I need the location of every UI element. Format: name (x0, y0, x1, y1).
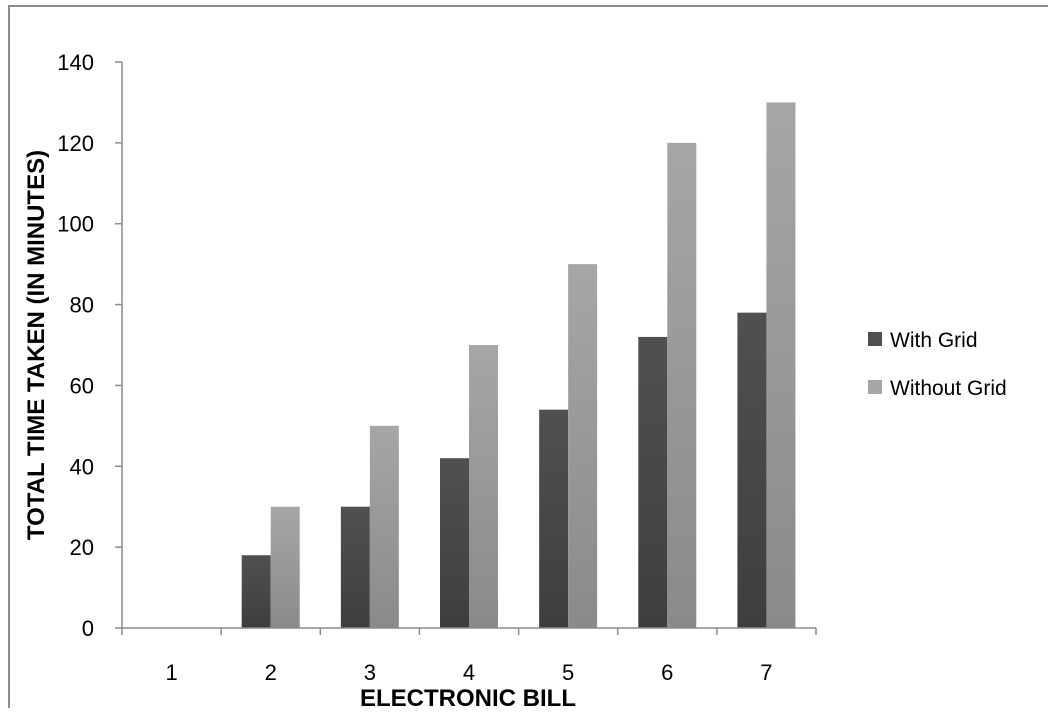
x-axis-title: ELECTRONIC BILL (360, 685, 576, 712)
x-tick-label: 3 (364, 660, 376, 685)
bar-without-grid (469, 345, 498, 628)
bar-without-grid (270, 506, 300, 628)
y-axis-ticks: 0 20 40 60 80 100 120 140 (57, 50, 122, 641)
x-tick-label: 7 (760, 660, 772, 685)
x-tick-label: 6 (661, 660, 673, 685)
x-axis-ticks: 1 2 3 4 5 6 7 (121, 628, 817, 685)
x-tick-label: 1 (165, 660, 177, 685)
y-tick-label: 60 (70, 373, 94, 398)
bar-with-grid (440, 458, 469, 628)
bar-with-grid (638, 336, 668, 628)
legend-swatch (868, 380, 882, 394)
y-tick-label: 20 (70, 535, 94, 560)
y-axis-title: TOTAL TIME TAKEN (IN MINUTES) (23, 150, 50, 540)
x-tick-label: 2 (265, 660, 277, 685)
y-tick-label: 40 (70, 454, 94, 479)
y-tick-label: 0 (82, 616, 94, 641)
legend-label: With Grid (890, 329, 978, 352)
bar-without-grid (568, 264, 598, 628)
y-tick-label: 140 (57, 50, 94, 75)
legend: With Grid Without Grid (868, 329, 1007, 400)
chart-frame (8, 5, 1048, 708)
y-tick-label: 120 (57, 131, 94, 156)
bar-without-grid (667, 142, 697, 628)
legend-swatch (868, 332, 882, 346)
y-tick-label: 100 (57, 212, 94, 237)
bar-without-grid (369, 425, 399, 628)
bar-with-grid (539, 409, 569, 628)
bars (241, 102, 796, 628)
x-tick-label: 4 (463, 660, 475, 685)
bar-with-grid (737, 312, 767, 628)
y-tick-label: 80 (70, 293, 94, 318)
legend-label: Without Grid (890, 377, 1007, 400)
bar-with-grid (340, 506, 370, 628)
bar-without-grid (766, 102, 796, 628)
bar-with-grid (241, 555, 271, 628)
x-tick-label: 5 (562, 660, 574, 685)
